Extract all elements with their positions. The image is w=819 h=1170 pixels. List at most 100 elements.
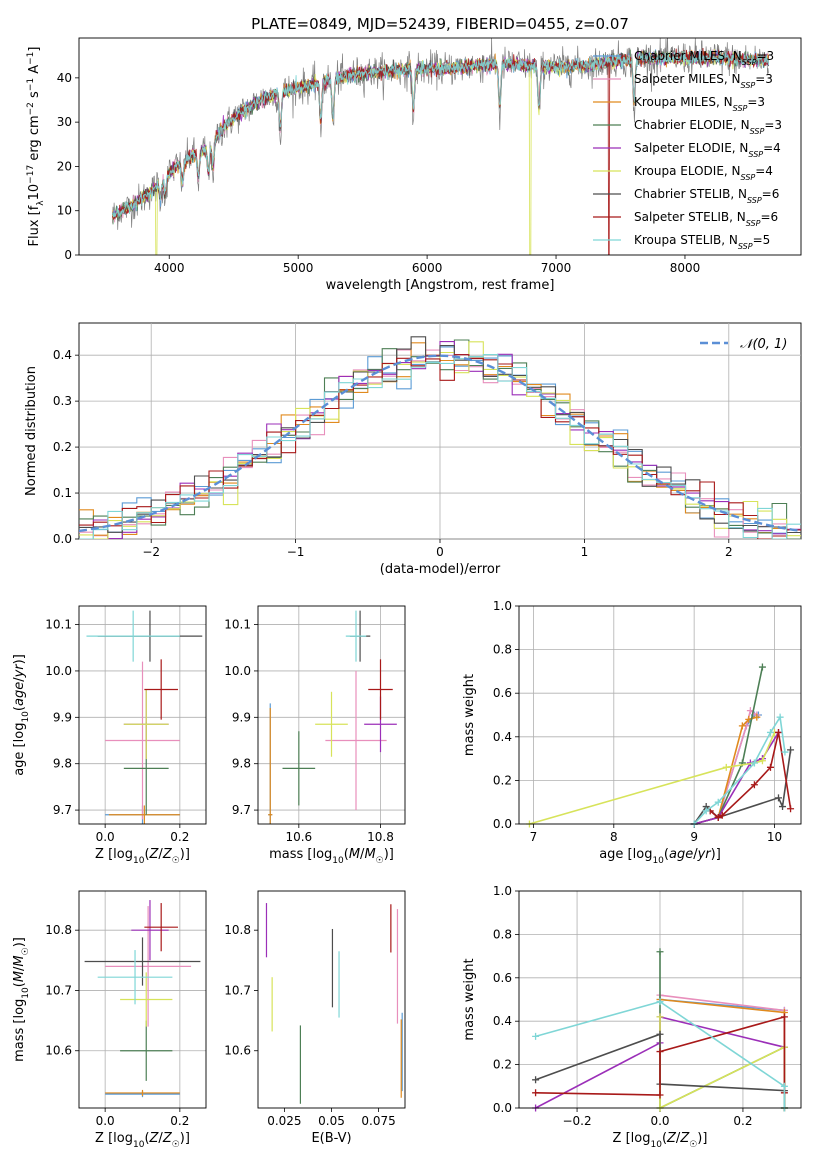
y-tick-label: 0.2 <box>493 1058 512 1072</box>
y-tick-label: 9.7 <box>53 803 72 817</box>
y-tick-label: 0 <box>64 248 72 262</box>
x-tick-label: 10.6 <box>285 830 312 844</box>
y-tick-label: 0.0 <box>53 532 72 546</box>
y-axis-label: mass weight <box>462 674 477 756</box>
x-tick-label: 0.075 <box>361 1114 395 1128</box>
x-tick-label: 2 <box>725 545 733 559</box>
y-tick-label: 9.9 <box>232 710 251 724</box>
legend-label-chabrier-stelib: Chabrier STELIB, NSSP=6 <box>634 187 779 205</box>
weight-marker-kroupa-stelib <box>766 728 774 736</box>
weight-marker-salpeter-stelib <box>656 1091 664 1099</box>
y-tick-label: 9.8 <box>232 757 251 771</box>
weight-marker-salpeter-stelib <box>718 811 726 819</box>
y-axis-label: age [log10(age/yr)] <box>12 654 31 776</box>
y-tick-label: 10.8 <box>45 923 72 937</box>
mass-vs-Z-panel: 0.0 0.2 10.6 10.7 10.8 Z [log10(Z/Z☉)] mass [l… <box>12 890 207 1150</box>
y-axis-label: mass weight <box>462 958 477 1040</box>
y-tick-label: 10.7 <box>45 983 72 997</box>
weight-marker-chabrier-stelib <box>779 803 787 811</box>
y-tick-label: 0.4 <box>493 730 512 744</box>
weight-marker-kroupa-stelib <box>781 748 789 756</box>
legend-label-salpeter-stelib: Salpeter STELIB, NSSP=6 <box>634 210 778 228</box>
legend-label-kroupa-elodie: Kroupa ELODIE, NSSP=4 <box>634 164 773 182</box>
weight-marker-kroupa-stelib <box>532 1032 540 1040</box>
weight-marker-chabrier-elodie <box>656 948 664 956</box>
axes-frame <box>78 605 207 825</box>
y-tick-label: 10 <box>57 204 72 218</box>
axes-frame <box>78 37 802 256</box>
y-tick-label: 20 <box>57 159 72 173</box>
histogram-step-salpeter-stelib <box>79 354 801 539</box>
weight-marker-salpeter-stelib <box>787 805 795 813</box>
y-tick-label: 0.4 <box>493 1014 512 1028</box>
y-tick-label: 0.8 <box>493 927 512 941</box>
y-tick-label: 0.4 <box>53 348 72 362</box>
model-spectrum-kroupa-stelib <box>112 50 769 218</box>
x-axis-label: age [log10(age/yr)] <box>599 847 721 866</box>
y-tick-label: 1.0 <box>493 599 512 613</box>
x-tick-label: 6000 <box>412 261 443 275</box>
weight-marker-kroupa-stelib <box>776 713 784 721</box>
spectrum-legend: Chabrier MILES, NSSP=3 Salpeter MILES, NS… <box>593 49 782 251</box>
weight-marker-kroupa-miles <box>738 722 746 730</box>
weight-marker-kroupa-stelib <box>702 807 710 815</box>
legend-label-salpeter-elodie: Salpeter ELODIE, NSSP=4 <box>634 141 781 159</box>
legend-label-chabrier-miles: Chabrier MILES, NSSP=3 <box>634 49 774 67</box>
y-tick-label: 10.1 <box>224 618 251 632</box>
y-tick-label: 0.0 <box>493 1101 512 1115</box>
x-axis-label: Z [log10(Z/Z☉)] <box>95 847 190 866</box>
weight-marker-salpeter-stelib <box>750 781 758 789</box>
y-tick-label: 10.0 <box>45 664 72 678</box>
weight-marker-kroupa-elodie <box>722 763 730 771</box>
y-tick-label: 9.8 <box>53 757 72 771</box>
y-tick-label: 0.6 <box>493 686 512 700</box>
axes-frame <box>518 890 802 1109</box>
weight-marker-kroupa-stelib <box>656 998 664 1006</box>
y-tick-label: 0.2 <box>493 773 512 787</box>
weight-marker-salpeter-stelib <box>780 1013 788 1021</box>
x-tick-label: 0.0 <box>96 830 115 844</box>
x-axis-label: Z [log10(Z/Z☉)] <box>613 1131 708 1150</box>
figure-title: PLATE=0849, MJD=52439, FIBERID=0455, z=0… <box>251 15 629 33</box>
mass-vs-EBV-panel: 0.025 0.05 0.075 10.6 10.7 10.8 E(B-V) <box>224 890 406 1146</box>
weight-marker-chabrier-elodie <box>758 663 766 671</box>
weight-marker-salpeter-stelib <box>766 763 774 771</box>
weight-marker-kroupa-stelib <box>714 798 722 806</box>
weight-marker-chabrier-stelib <box>532 1076 540 1084</box>
y-tick-label: 0.3 <box>53 394 72 408</box>
x-tick-label: 8000 <box>670 261 701 275</box>
y-tick-label: 0.6 <box>493 971 512 985</box>
weight-line-kroupa-stelib <box>535 1000 786 1108</box>
y-tick-label: 10.1 <box>45 618 72 632</box>
weight-marker-chabrier-stelib <box>775 794 783 802</box>
x-tick-label: 10.8 <box>367 830 394 844</box>
x-tick-label: 4000 <box>154 261 185 275</box>
axes-frame <box>78 890 207 1109</box>
x-tick-label: 0.0 <box>650 1114 669 1128</box>
x-tick-label: 7000 <box>541 261 572 275</box>
y-tick-label: 10.0 <box>224 664 251 678</box>
weight-marker-salpeter-stelib <box>775 728 783 736</box>
x-tick-label: −2 <box>142 545 160 559</box>
x-tick-label: 10 <box>767 830 782 844</box>
legend-label-kroupa-miles: Kroupa MILES, NSSP=3 <box>634 95 765 113</box>
age-vs-mass-panel: 10.6 10.8 9.7 9.8 9.9 10.0 10.1 mass [log10(M/M… <box>224 605 406 866</box>
weight-marker-salpeter-stelib <box>532 1089 540 1097</box>
x-tick-label: −0.2 <box>562 1114 591 1128</box>
x-axis-label: E(B-V) <box>311 1131 351 1146</box>
axes-frame <box>257 890 406 1109</box>
x-tick-label: 0.2 <box>170 1114 189 1128</box>
x-tick-label: 0.05 <box>318 1114 345 1128</box>
x-tick-label: 1 <box>581 545 589 559</box>
y-tick-label: 9.9 <box>53 710 72 724</box>
x-axis-label: wavelength [Angstrom, rest frame] <box>326 278 555 293</box>
y-tick-label: 40 <box>57 71 72 85</box>
y-tick-label: 10.6 <box>224 1044 251 1058</box>
x-axis-label: (data-model)/error <box>380 562 501 577</box>
x-tick-label: 7 <box>530 830 538 844</box>
weight-marker-kroupa-stelib <box>780 1082 788 1090</box>
weight-vs-age-panel: 7 8 9 10 0.0 0.2 0.4 0.6 0.8 1.0 age [log10(age/yr… <box>462 599 802 866</box>
normal-curve-line <box>79 354 801 533</box>
